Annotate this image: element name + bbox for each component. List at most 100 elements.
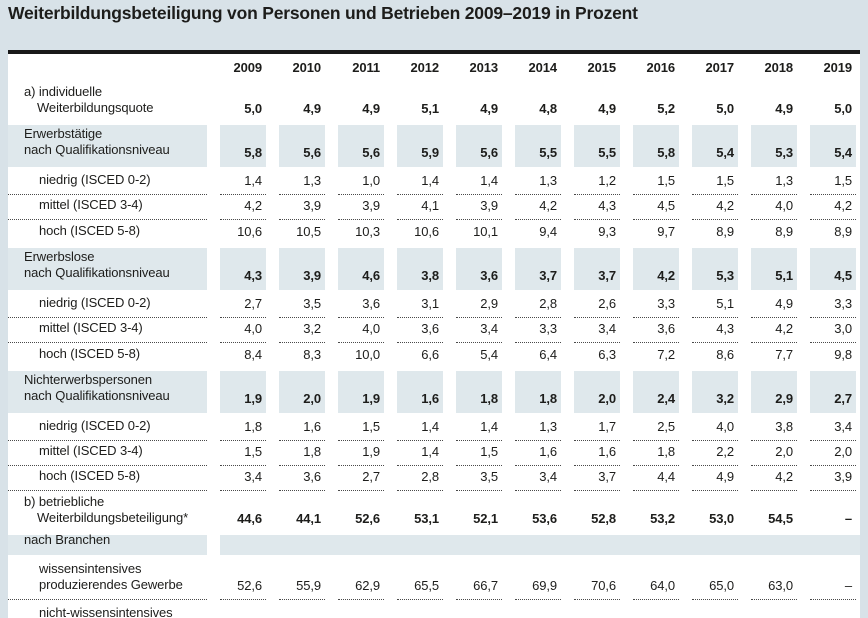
value: 5,0 bbox=[244, 101, 262, 116]
value: 2,2 bbox=[692, 441, 738, 466]
value-cell: 10,6 bbox=[384, 220, 443, 245]
value: 2,0 bbox=[810, 441, 856, 466]
value-cell: 2,9 bbox=[443, 293, 502, 318]
value: 4,0 bbox=[692, 416, 738, 441]
value-cell: 5,0 bbox=[679, 81, 738, 122]
data-table: 2009 2010 2011 2012 2013 2014 2015 2016 2017 2018… bbox=[8, 50, 860, 618]
value-cell: 4,3 bbox=[679, 318, 738, 343]
value-cell: 3,4 bbox=[561, 318, 620, 343]
year-label: 2019 bbox=[823, 60, 852, 75]
row-label-line: Nichterwerbspersonen bbox=[24, 372, 153, 387]
value: 5,0 bbox=[834, 101, 852, 116]
row-label: b) betriebliche Weiterbildungsbeteiligung… bbox=[8, 491, 207, 532]
value: 4,9 bbox=[598, 101, 616, 116]
value: 5,4 bbox=[480, 347, 498, 362]
year-column: 2015 bbox=[561, 54, 620, 81]
value: 5,8 bbox=[220, 122, 266, 170]
table-row: niedrig (ISCED 0-2) 1,4 1,3 1,0 1,4 1,4 1,3 1,2… bbox=[8, 170, 860, 195]
value-cell: 63,0 bbox=[738, 558, 797, 600]
table-row: mittel (ISCED 3-4) 1,5 1,8 1,9 1,4 1,5 1,6 1,6 1… bbox=[8, 441, 860, 466]
value-cell: 5,4 bbox=[679, 122, 738, 170]
value-cell: 2,5 bbox=[620, 416, 679, 441]
value: 1,3 bbox=[751, 170, 797, 195]
value: 7,7 bbox=[775, 347, 793, 362]
year-column: 2011 bbox=[325, 54, 384, 81]
value-cell: 8,3 bbox=[266, 343, 325, 368]
value-cell: 3,6 bbox=[325, 293, 384, 318]
value: 4,1 bbox=[397, 195, 443, 220]
value: 10,6 bbox=[414, 224, 439, 239]
value-cell: 1,4 bbox=[207, 170, 266, 195]
value-cell: 4,6 bbox=[325, 245, 384, 293]
value-cell: 3,6 bbox=[443, 245, 502, 293]
value: 5,1 bbox=[751, 245, 797, 293]
value: 53,2 bbox=[650, 511, 675, 526]
value-cell: 44,6 bbox=[207, 491, 266, 532]
value: 5,2 bbox=[657, 101, 675, 116]
value-cell: 4,3 bbox=[561, 195, 620, 220]
row-label-line: mittel (ISCED 3-4) bbox=[39, 197, 143, 212]
row-label-line: nach Qualifikationsniveau bbox=[24, 265, 170, 280]
branch-shade-band bbox=[220, 532, 860, 558]
value: 6,6 bbox=[421, 347, 439, 362]
value-cell: 2,0 bbox=[561, 368, 620, 416]
value: 1,0 bbox=[338, 170, 384, 195]
value-cell: 1,6 bbox=[384, 368, 443, 416]
table-row: niedrig (ISCED 0-2) 1,8 1,6 1,5 1,4 1,4 1,3 1,7… bbox=[8, 416, 860, 441]
value-cell: 2,2 bbox=[679, 441, 738, 466]
value-cell: 4,2 bbox=[679, 195, 738, 220]
value: 8,4 bbox=[244, 347, 262, 362]
value: 1,9 bbox=[220, 368, 266, 416]
value-cell: 8,6 bbox=[679, 343, 738, 368]
value: 53,0 bbox=[709, 511, 734, 526]
value: 10,1 bbox=[473, 224, 498, 239]
value: 1,4 bbox=[397, 416, 443, 441]
value-cell: 1,9 bbox=[207, 368, 266, 416]
value-cell: 4,9 bbox=[679, 466, 738, 491]
value: 8,9 bbox=[834, 224, 852, 239]
value: 69,9 bbox=[515, 558, 561, 600]
value: 3,5 bbox=[279, 293, 325, 318]
value-cell: 3,4 bbox=[502, 466, 561, 491]
table-row: Erwerbslose nach Qualifikationsniveau 4,3 3… bbox=[8, 245, 860, 293]
value: 1,4 bbox=[397, 441, 443, 466]
value-cell: 5,0 bbox=[207, 81, 266, 122]
year-column: 2012 bbox=[384, 54, 443, 81]
value: 2,5 bbox=[633, 416, 679, 441]
value-cell: 3,3 bbox=[502, 318, 561, 343]
value: 4,6 bbox=[338, 245, 384, 293]
value: 5,1 bbox=[421, 101, 439, 116]
value-cell: 1,9 bbox=[325, 368, 384, 416]
value: 1,9 bbox=[338, 368, 384, 416]
row-label-line: mittel (ISCED 3-4) bbox=[39, 443, 143, 458]
row-label: niedrig (ISCED 0-2) bbox=[8, 170, 207, 195]
value: 3,9 bbox=[279, 245, 325, 293]
year-column: 2018 bbox=[738, 54, 797, 81]
value-cell: 5,4 bbox=[797, 122, 856, 170]
value: 10,0 bbox=[355, 347, 380, 362]
row-label: a) individuelle Weiterbildungsquote bbox=[8, 81, 207, 122]
value-cell: 2,6 bbox=[561, 293, 620, 318]
value-cell: 3,7 bbox=[561, 245, 620, 293]
value-cell: 5,9 bbox=[384, 122, 443, 170]
year-column: 2010 bbox=[266, 54, 325, 81]
table-row: hoch (ISCED 5-8) 8,4 8,3 10,0 6,6 5,4 6,4 6,3 7,… bbox=[8, 343, 860, 368]
value-cell: 2,8 bbox=[384, 466, 443, 491]
value: 4,0 bbox=[338, 318, 384, 343]
value-cell: 4,2 bbox=[738, 318, 797, 343]
value-cell: 3,4 bbox=[797, 416, 856, 441]
value: 4,2 bbox=[515, 195, 561, 220]
value: 1,8 bbox=[633, 441, 679, 466]
value-cell: 4,2 bbox=[620, 245, 679, 293]
row-label-line: hoch (ISCED 5-8) bbox=[39, 468, 140, 483]
value: 3,7 bbox=[574, 245, 620, 293]
value: 3,0 bbox=[810, 318, 856, 343]
value: 4,3 bbox=[220, 245, 266, 293]
table-row: Nichterwerbspersonen nach Qualifikationsn… bbox=[8, 368, 860, 416]
value: 5,8 bbox=[633, 122, 679, 170]
year-column: 2014 bbox=[502, 54, 561, 81]
value-cell: 3,6 bbox=[620, 318, 679, 343]
value: 3,9 bbox=[456, 195, 502, 220]
year-label: 2011 bbox=[352, 60, 380, 75]
row-label-line: nicht-wissensintensives bbox=[39, 605, 173, 618]
